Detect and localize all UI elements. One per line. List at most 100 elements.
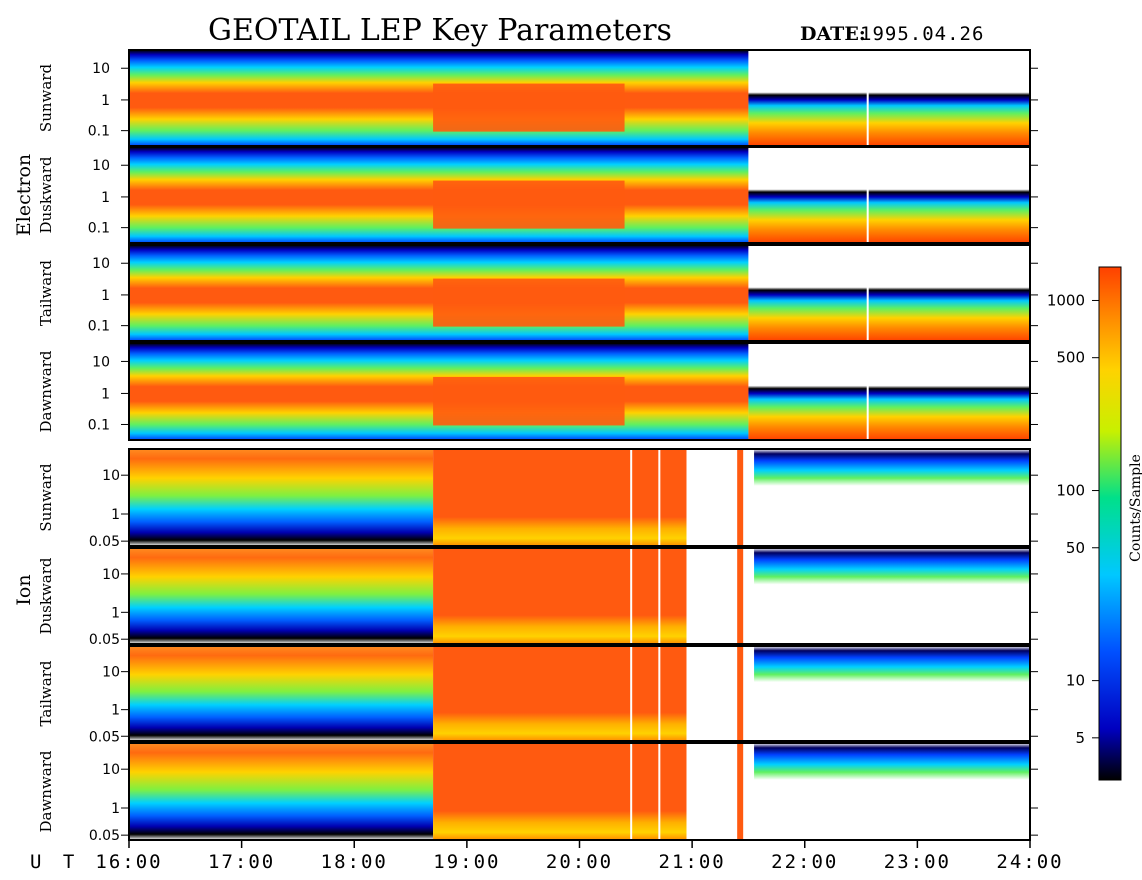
data-gap (866, 83, 869, 146)
spectrum-band (129, 548, 434, 644)
x-tick-label: 24:00 (996, 851, 1063, 873)
x-tick-label: 17:00 (208, 851, 275, 873)
y-tick-label: 0.05 (89, 632, 120, 648)
y-tick-label: 10 (92, 256, 110, 272)
colorbar-tick-label: 10 (1066, 672, 1085, 690)
y-tick-label: 1 (111, 703, 120, 719)
y-tick-label: 1 (111, 801, 120, 817)
data-gap (630, 548, 633, 644)
colorbar-tick-label: 5 (1075, 729, 1085, 747)
y-tick-label: 0.05 (89, 729, 120, 745)
x-tick-label: 19:00 (433, 851, 500, 873)
panel-name: Dawnward (37, 750, 55, 832)
spectrum-band-late (754, 743, 1030, 840)
y-tick-label: 1 (101, 288, 110, 304)
x-axis-label: U T (30, 851, 79, 873)
panel-name: Duskward (37, 557, 55, 634)
panel-name: Dawnward (37, 350, 55, 432)
spectrogram-panels (128, 49, 1031, 841)
y-tick-label: 10 (92, 354, 110, 370)
panel-names: Sunward Duskward Tailward Dawnward Sunward Du… (37, 64, 55, 833)
x-tick-label: 20:00 (546, 851, 613, 873)
spectrum-band-late (754, 449, 1030, 546)
y-axes: 10 1 0.1 10 1 0.1 10 1 0.1 10 1 0.1 10 1 0.05 10 1 0.05 10… (88, 61, 1038, 844)
panel-frame (128, 244, 1031, 342)
colorbar-gradient (1098, 266, 1122, 781)
panel-electron-tailward (128, 244, 1031, 342)
spectrum-burst (433, 376, 625, 426)
data-gap (658, 743, 661, 840)
data-gap (630, 449, 633, 546)
spectrum-band-hot (433, 449, 687, 546)
spectrum-burst (433, 83, 625, 132)
panel-frame (128, 448, 1031, 547)
spectrum-spike (737, 449, 744, 546)
x-tick-label: 22:00 (771, 851, 838, 873)
x-tick-label: 21:00 (659, 851, 726, 873)
y-tick-label: 0.1 (88, 221, 110, 237)
spectrum-band-late (748, 147, 1030, 243)
data-gap (658, 646, 661, 741)
data-gap (658, 449, 661, 546)
colorbar-tick-label: 50 (1066, 539, 1085, 557)
spectrum-spike (737, 548, 744, 644)
panel-frame (128, 342, 1031, 441)
colorbar-tick-label: 100 (1056, 482, 1085, 500)
panel-frame (128, 547, 1031, 645)
y-tick-label: 1 (111, 507, 120, 523)
y-tick-label: 10 (92, 158, 110, 174)
spectrum-band-late (748, 343, 1030, 440)
x-tick-label: 18:00 (321, 851, 388, 873)
y-tick-label: 10 (92, 61, 110, 77)
spectrum-band (129, 743, 434, 840)
data-gap (658, 548, 661, 644)
panel-ion-sunward (128, 448, 1031, 547)
panel-frame (128, 645, 1031, 742)
panel-name: Sunward (37, 64, 55, 133)
spectrum-band-late (748, 245, 1030, 341)
panel-ion-duskward (128, 547, 1031, 645)
data-gap (630, 646, 633, 741)
y-tick-label: 10 (102, 468, 120, 484)
figure-title: GEOTAIL LEP Key Parameters (208, 13, 672, 48)
panel-name: Duskward (37, 156, 55, 233)
group-label-electron: Electron (13, 154, 35, 236)
panel-electron-dawnward (128, 342, 1031, 441)
colorbar-tick-label: 500 (1056, 349, 1085, 367)
spectrum-band-late (754, 548, 1030, 644)
spectrum-band-late (748, 50, 1030, 146)
spectrum-burst (433, 278, 625, 327)
spectrum-burst (433, 180, 625, 229)
y-tick-label: 1 (101, 386, 110, 402)
colorbar-label: Counts/Sample (1128, 454, 1142, 562)
y-tick-label: 0.05 (89, 828, 120, 844)
y-tick-label: 0.1 (88, 124, 110, 140)
date-value: 1995.04.26 (860, 23, 984, 45)
y-tick-label: 0.05 (89, 534, 120, 550)
y-tick-label: 1 (101, 190, 110, 206)
panel-electron-sunward (128, 49, 1031, 147)
data-gap (866, 180, 869, 243)
y-tick-label: 0.1 (88, 417, 110, 433)
y-tick-label: 10 (102, 665, 120, 681)
spectrum-band-hot (433, 743, 687, 840)
data-gap (866, 278, 869, 341)
date-label: DATE: (800, 23, 866, 45)
y-tick-label: 0.1 (88, 319, 110, 335)
y-tick-label: 10 (102, 762, 120, 778)
x-tick-label: 16:00 (95, 851, 162, 873)
panel-name: Sunward (37, 463, 55, 532)
panel-ion-tailward (128, 645, 1031, 742)
panel-electron-duskward (128, 146, 1031, 244)
spectrum-band (129, 449, 434, 546)
spectrum-spike (737, 646, 744, 741)
panel-name: Tailward (37, 260, 55, 326)
spectrum-band-hot (433, 646, 687, 741)
spectrum-band-late (754, 646, 1030, 741)
colorbar: 1000 500 100 50 10 5 (1047, 266, 1122, 781)
x-tick-label: 23:00 (884, 851, 951, 873)
spectrum-band (129, 646, 434, 741)
y-tick-label: 10 (102, 567, 120, 583)
spectrum-spike (737, 743, 744, 840)
